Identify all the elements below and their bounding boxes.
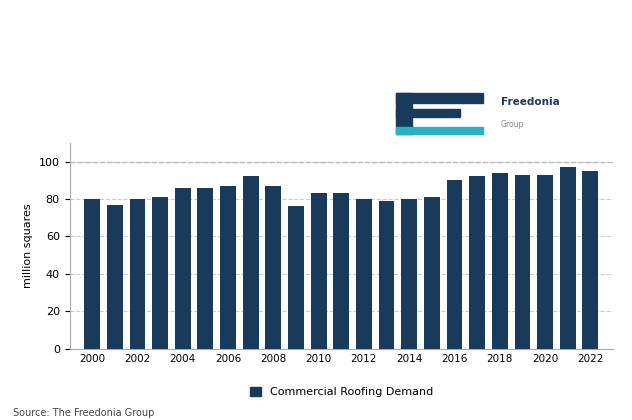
Bar xyxy=(396,126,483,134)
Bar xyxy=(424,197,440,349)
Bar xyxy=(514,175,530,349)
Bar xyxy=(311,193,327,349)
Bar xyxy=(197,188,214,349)
Bar xyxy=(333,193,349,349)
Bar xyxy=(379,201,394,349)
Bar xyxy=(583,171,599,349)
Text: Source: The Freedonia Group: Source: The Freedonia Group xyxy=(13,408,154,418)
Bar xyxy=(401,199,417,349)
Bar xyxy=(560,167,576,349)
Bar xyxy=(469,176,485,349)
Bar xyxy=(396,93,483,103)
Bar xyxy=(152,197,168,349)
Text: Group: Group xyxy=(501,120,525,129)
Text: Figure 3-1.
Commercial Roofing Demand,
2000 – 2022
(million squares): Figure 3-1. Commercial Roofing Demand, 2… xyxy=(13,3,198,57)
Y-axis label: million squares: million squares xyxy=(23,203,33,288)
Bar xyxy=(265,186,281,349)
Bar xyxy=(447,180,463,349)
Bar xyxy=(492,173,507,349)
Bar xyxy=(220,186,236,349)
Bar xyxy=(396,109,460,118)
Text: Freedonia: Freedonia xyxy=(501,97,560,108)
Bar xyxy=(537,175,553,349)
Bar xyxy=(356,199,372,349)
Bar xyxy=(288,206,304,349)
Bar xyxy=(396,93,412,134)
Legend: Commercial Roofing Demand: Commercial Roofing Demand xyxy=(250,387,433,397)
Bar xyxy=(84,199,100,349)
Bar xyxy=(243,176,258,349)
Bar xyxy=(130,199,145,349)
Bar xyxy=(175,188,191,349)
Bar xyxy=(107,205,123,349)
